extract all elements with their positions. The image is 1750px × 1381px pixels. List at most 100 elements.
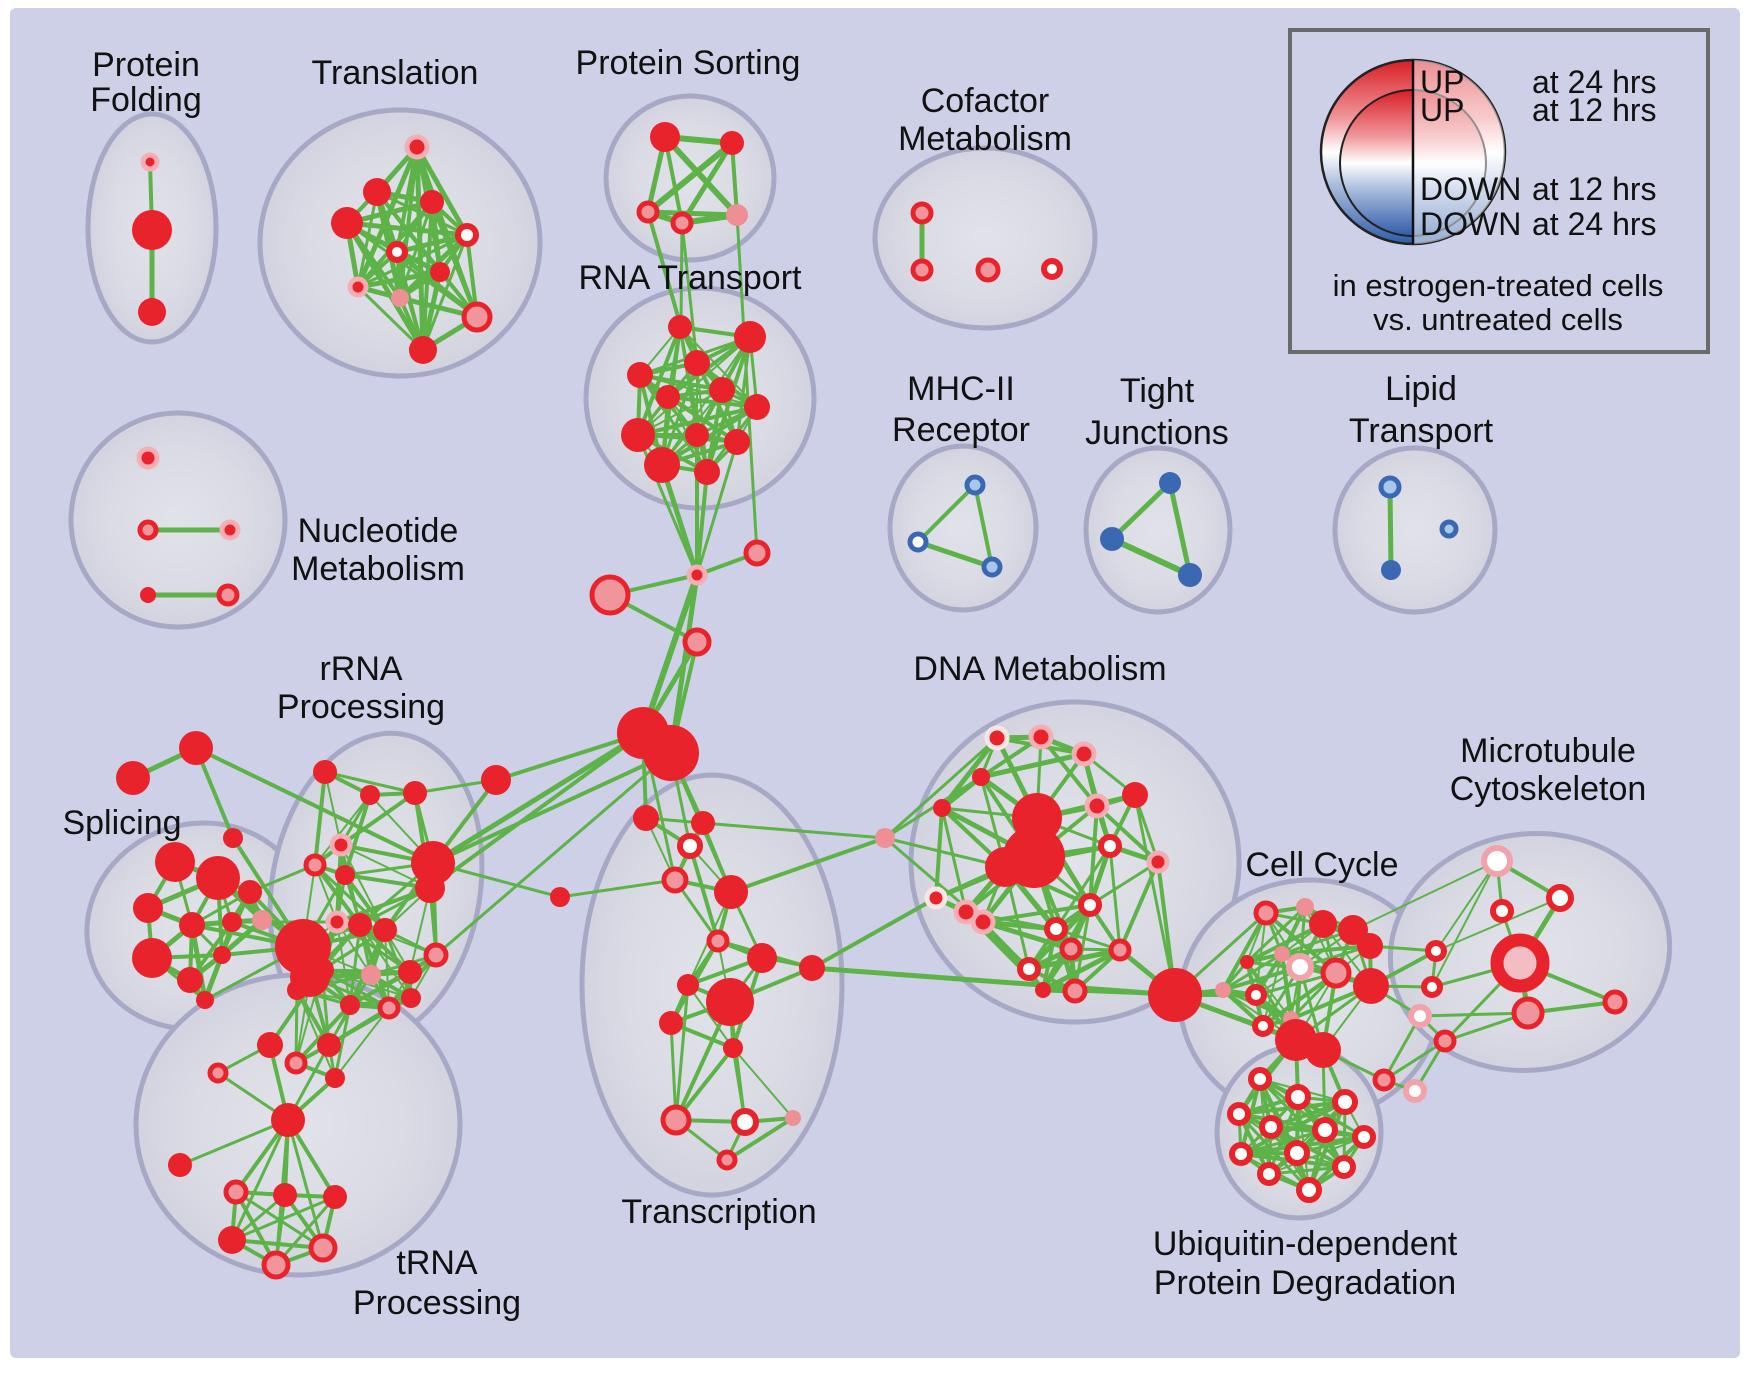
- edge: [286, 1118, 325, 1250]
- node: [207, 1062, 229, 1084]
- node: [1408, 1004, 1432, 1028]
- edge: [356, 285, 425, 352]
- node: [1259, 1115, 1283, 1139]
- node: [720, 131, 744, 155]
- node: [1296, 1177, 1322, 1203]
- node: [972, 768, 990, 786]
- edge: [809, 965, 1178, 998]
- edge: [646, 210, 683, 329]
- node: [1044, 917, 1068, 941]
- edge: [314, 794, 371, 866]
- node: [196, 856, 240, 900]
- edge: [810, 896, 938, 970]
- edge: [1431, 860, 1498, 988]
- node: [411, 841, 455, 885]
- node: [1284, 1140, 1310, 1166]
- node: [284, 1051, 308, 1075]
- node: [218, 1226, 246, 1254]
- legend-row-time-2: at 12 hrs: [1532, 171, 1657, 207]
- cluster-ellipse-lipid-transport: [1332, 445, 1498, 615]
- node: [1546, 884, 1574, 912]
- node: [271, 1103, 305, 1137]
- node: [636, 200, 660, 224]
- node: [1490, 933, 1550, 993]
- edge: [1382, 1014, 1422, 1082]
- node: [682, 627, 712, 657]
- cluster-ellipse-cofactor-metabolism: [872, 145, 1098, 331]
- edge: [973, 483, 994, 569]
- edge: [883, 836, 1007, 869]
- edge: [274, 1195, 337, 1267]
- edge: [638, 373, 724, 392]
- edge: [1382, 1039, 1447, 1082]
- edge: [978, 751, 1087, 780]
- node: [1286, 953, 1314, 981]
- node: [1511, 996, 1545, 1030]
- edge: [339, 791, 417, 847]
- node: [589, 574, 631, 616]
- node: [179, 731, 213, 765]
- edge: [679, 221, 684, 329]
- edge: [1387, 484, 1394, 573]
- node: [1215, 982, 1231, 998]
- edge: [230, 1238, 325, 1250]
- edge: [394, 232, 470, 255]
- edge: [980, 919, 1074, 952]
- node: [677, 974, 699, 996]
- node: [347, 276, 369, 298]
- node: [644, 447, 680, 483]
- node: [331, 207, 363, 239]
- edge: [680, 221, 699, 365]
- edge: [294, 988, 299, 1065]
- node: [423, 942, 449, 968]
- edge: [640, 572, 700, 736]
- node: [325, 1068, 345, 1088]
- edge: [1280, 944, 1372, 956]
- node: [691, 811, 715, 835]
- node: [706, 929, 730, 953]
- node: [964, 474, 986, 496]
- node: [391, 289, 409, 307]
- node: [386, 241, 408, 263]
- node: [981, 556, 1003, 578]
- cluster-label-rna-transport: RNA Transport: [579, 259, 803, 297]
- edge: [1088, 804, 1099, 907]
- node: [409, 336, 437, 364]
- edge: [296, 989, 336, 1079]
- edge: [1167, 480, 1193, 578]
- edge: [344, 220, 470, 238]
- edge: [1352, 860, 1498, 931]
- cluster-ellipse-mhc-ii-receptor: [887, 443, 1039, 613]
- node: [706, 978, 754, 1026]
- cluster-label-nucleotide-metabolism: Metabolism: [291, 550, 465, 588]
- node: [1178, 563, 1202, 587]
- node: [137, 519, 159, 541]
- cluster-ellipse-transcription: [579, 772, 845, 1198]
- edge: [645, 140, 735, 215]
- edge: [1108, 844, 1122, 952]
- cluster-label-tight-junctions: Junctions: [1085, 414, 1229, 452]
- cluster-label-transcription: Transcription: [621, 1193, 816, 1231]
- node: [953, 899, 979, 925]
- edge: [695, 470, 709, 577]
- edge: [729, 836, 887, 894]
- node: [723, 1038, 743, 1058]
- edge: [662, 134, 740, 218]
- node: [132, 938, 172, 978]
- edge: [666, 395, 759, 409]
- node: [716, 1149, 738, 1171]
- node: [1252, 1015, 1274, 1037]
- node: [660, 1104, 692, 1136]
- edge: [431, 751, 673, 865]
- node: [1084, 793, 1110, 819]
- node: [140, 152, 160, 172]
- edge: [636, 405, 759, 437]
- edge: [558, 878, 677, 899]
- edge: [320, 968, 391, 1010]
- legend-row-word-3: DOWN: [1420, 206, 1521, 242]
- node: [1490, 899, 1514, 923]
- node: [1309, 910, 1337, 938]
- cluster-label-cell-cycle: Cell Cycle: [1245, 846, 1398, 884]
- cluster-label-rrna-processing: rRNA: [319, 650, 402, 688]
- node: [685, 423, 709, 447]
